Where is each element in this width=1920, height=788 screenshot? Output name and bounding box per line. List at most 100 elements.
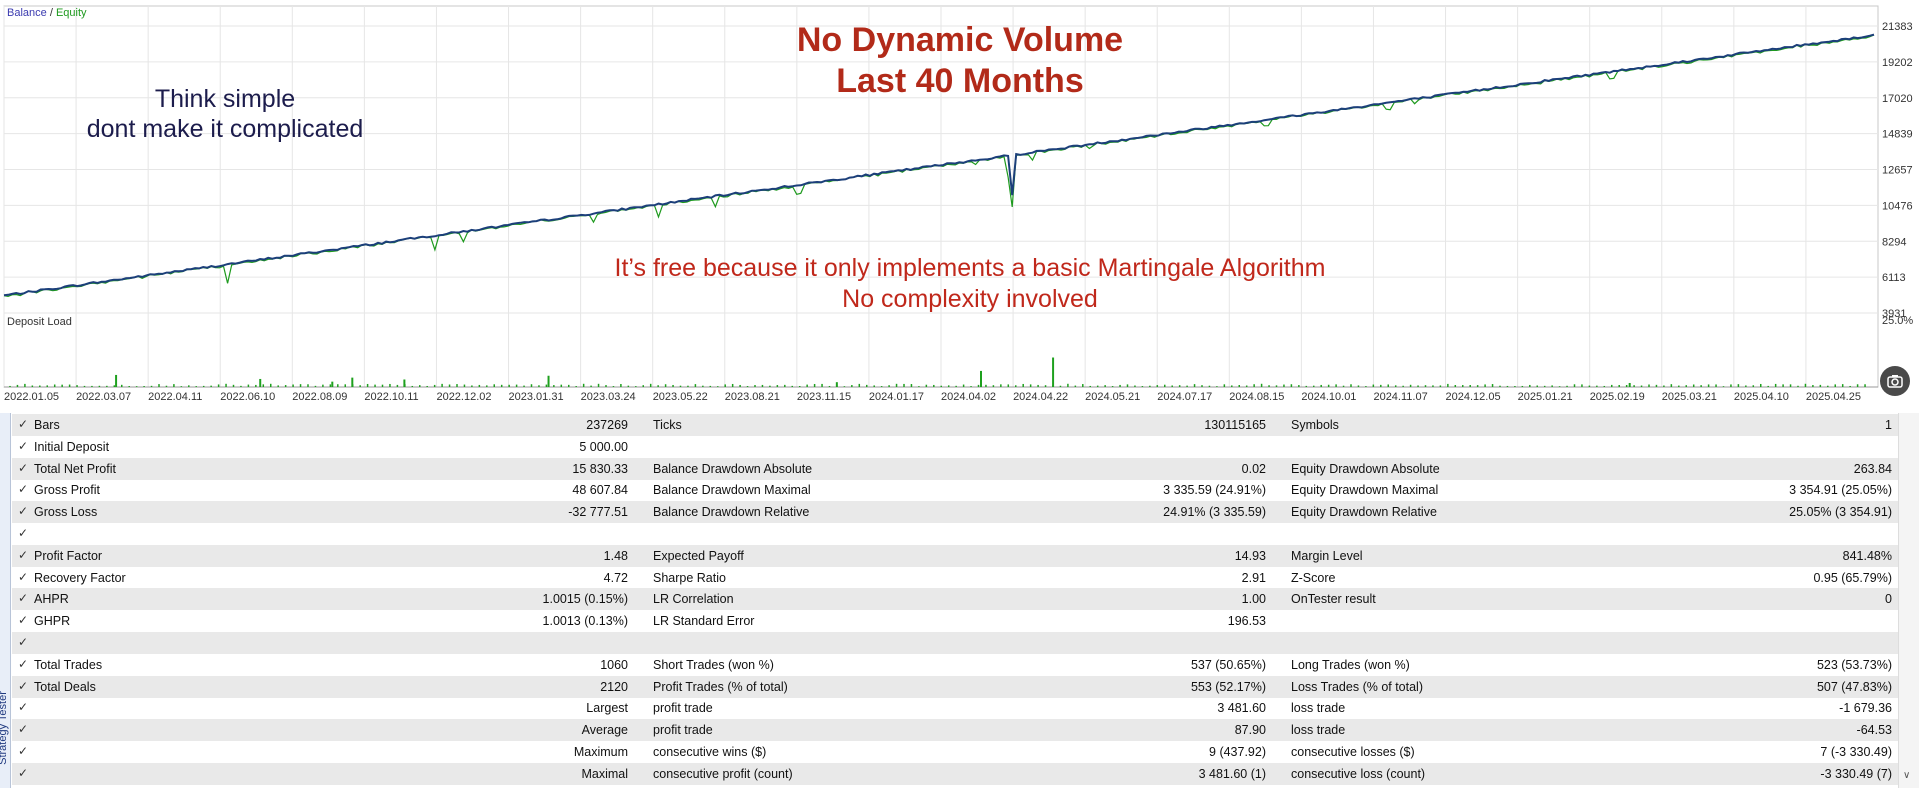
label-col-3: OnTester result [1291,592,1376,607]
y-tick-label: 12657 [1882,165,1913,177]
bottom-line-1: It’s free because it only implements a b… [614,254,1326,282]
check-icon[interactable]: ✓ [18,438,29,453]
check-icon[interactable]: ✓ [18,765,29,780]
strategy-tester-tab[interactable] [0,413,11,788]
y-tick-label: 14839 [1882,129,1913,141]
check-icon[interactable]: ✓ [18,656,29,671]
check-icon[interactable]: ✓ [18,569,29,584]
value-col-2: 196.53 [1227,614,1266,629]
report-row: ✓ Initial Deposit 5 000.00 [12,436,1898,458]
left-annotation: Think simple dont make it complicated [60,84,390,144]
value-col-1: Largest [586,701,628,716]
label-col-2: Balance Drawdown Absolute [653,461,813,476]
value-col-1: Maximum [573,745,628,759]
x-tick-label: 2022.12.02 [436,391,491,403]
x-tick-label: 2022.04.11 [148,391,202,403]
label-col-3: loss trade [1291,723,1346,738]
check-icon[interactable]: ✓ [18,526,29,540]
value-col-3: 841.48% [1842,548,1892,563]
check-icon[interactable]: ✓ [18,482,29,497]
check-icon[interactable]: ✓ [18,613,29,628]
value-col-2: 14.93 [1234,548,1266,563]
report-row: ✓ Total Net Profit 15 830.33 Balance Drawdo… [12,457,1898,480]
check-icon[interactable]: ✓ [18,700,29,715]
y-tick-label: 3931 [1882,308,1906,320]
camera-icon [1887,375,1903,388]
label-col-1: Total Net Profit [34,461,116,476]
label-col-1: Profit Factor [34,548,103,563]
x-tick-label: 2025.01.21 [1518,391,1573,403]
check-icon[interactable]: ✓ [18,417,29,431]
value-col-1: Maximal [581,766,628,781]
label-col-2: consecutive profit (count) [653,766,793,781]
value-col-1: Average [581,723,628,738]
label-col-3: Long Trades (won %) [1291,657,1410,672]
report-row: ✓ Gross Loss -32 777.51 Balance Drawdown Re… [12,501,1898,524]
label-col-2: LR Standard Error [653,614,755,629]
report-row: ✓ Total Trades 1060 Short Trades (won %) 537… [12,654,1898,676]
label-col-1: Recovery Factor [34,570,126,585]
report-row: ✓ GHPR 1.0013 (0.13%) LR Standard Error 196.… [12,610,1898,632]
x-tick-label: 2024.04.22 [1013,391,1068,403]
label-col-3: Equity Drawdown Maximal [1291,483,1439,498]
report-scrollbar[interactable] [1898,413,1919,788]
label-col-2: Profit Trades (% of total) [653,679,788,694]
value-col-1: 237269 [586,418,628,432]
report-row: ✓ Gross Profit 48 607.84 Balance Drawdown M… [12,479,1898,501]
value-col-1: 15 830.33 [572,461,628,476]
left-line-1: Think simple [154,85,296,113]
bottom-line-2: No complexity involved [842,285,1098,313]
value-col-1: 2120 [600,679,628,694]
check-icon[interactable]: ✓ [18,504,29,519]
value-col-2: 9 (437.92) [1209,745,1266,759]
x-tick-label: 2023.01.31 [509,391,564,403]
label-col-2: profit trade [653,723,713,738]
value-col-2: 1.00 [1241,592,1266,607]
x-tick-label: 2023.11.15 [797,391,851,403]
y-tick-label: 10476 [1882,200,1913,212]
check-icon[interactable]: ✓ [18,722,29,737]
label-col-2: Expected Payoff [653,548,744,563]
check-icon[interactable]: ✓ [18,591,29,606]
title-line-2: Last 40 Months [836,62,1084,100]
check-icon[interactable]: ✓ [18,547,29,562]
value-col-1: 1.48 [603,548,628,563]
label-col-1: Initial Deposit [34,439,110,454]
check-icon[interactable]: ✓ [18,635,29,649]
x-tick-label: 2022.10.11 [364,391,418,403]
x-tick-label: 2023.08.21 [725,391,780,403]
x-tick-label: 2025.04.25 [1806,391,1861,403]
check-icon[interactable]: ✓ [18,678,29,693]
label-col-1: Gross Loss [34,505,98,520]
label-col-2: profit trade [653,701,713,716]
screenshot-button[interactable] [1880,366,1910,396]
value-col-3: 0 [1885,592,1892,607]
value-col-2: 130115165 [1204,418,1266,432]
value-col-1: 1.0013 (0.13%) [542,614,628,629]
check-icon[interactable]: ✓ [18,460,29,475]
scroll-down-icon[interactable]: ∨ [1903,770,1911,781]
report-row: ✓ Average profit trade 87.90 loss trade -64.5… [12,719,1898,742]
value-col-2: 24.91% (3 335.59) [1163,505,1266,520]
balance-line [3,33,1875,297]
report-row: ✓ Maximal consecutive profit (count) 3 481.… [12,762,1898,785]
value-col-3: -1 679.36 [1839,701,1892,716]
balance-equity-chart: 21383 19202 17020 14839 12657 10476 8294 6113 39… [3,5,1914,403]
x-tick-label: 2022.08.09 [292,391,347,403]
x-tick-label: 2022.03.07 [76,391,131,403]
value-col-3: 25.05% (3 354.91) [1789,505,1892,520]
value-col-1: 1060 [600,657,628,672]
check-icon[interactable]: ✓ [18,744,29,758]
x-tick-label: 2024.01.17 [869,391,924,403]
value-col-1: 5 000.00 [579,439,628,454]
bottom-annotation: It’s free because it only implements a b… [560,253,1380,315]
deposit-y-max-label: 25.0% [1882,315,1913,327]
legend-equity: Equity [55,7,87,19]
label-col-2: Short Trades (won %) [653,657,774,672]
y-tick-label: 17020 [1882,93,1913,105]
label-col-1: GHPR [34,614,71,629]
value-col-3: 523 (53.73%) [1816,657,1892,672]
label-col-3: Symbols [1291,418,1339,432]
y-tick-label: 8294 [1882,236,1906,248]
label-col-3: Z-Score [1291,570,1336,585]
